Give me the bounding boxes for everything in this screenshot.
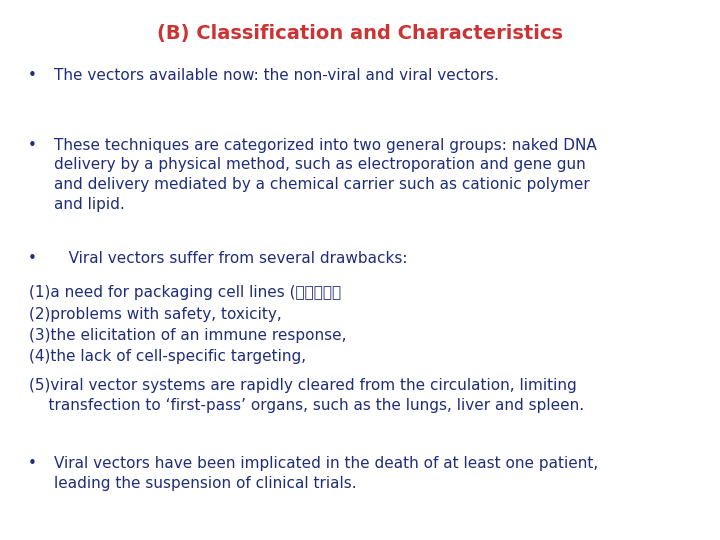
Text: (1)a need for packaging cell lines (细胞系），: (1)a need for packaging cell lines (细胞系）… bbox=[29, 285, 341, 300]
Text: (4)the lack of cell-specific targeting,: (4)the lack of cell-specific targeting, bbox=[29, 349, 306, 364]
Text: The vectors available now: the non-viral and viral vectors.: The vectors available now: the non-viral… bbox=[54, 68, 499, 83]
Text: (5)viral vector systems are rapidly cleared from the circulation, limiting
    t: (5)viral vector systems are rapidly clea… bbox=[29, 378, 584, 413]
Text: •: • bbox=[28, 138, 37, 153]
Text: •: • bbox=[28, 251, 37, 266]
Text: Viral vectors suffer from several drawbacks:: Viral vectors suffer from several drawba… bbox=[54, 251, 408, 266]
Text: •: • bbox=[28, 456, 37, 471]
Text: (2)problems with safety, toxicity,: (2)problems with safety, toxicity, bbox=[29, 307, 282, 322]
Text: Viral vectors have been implicated in the death of at least one patient,
leading: Viral vectors have been implicated in th… bbox=[54, 456, 598, 491]
Text: (3)the elicitation of an immune response,: (3)the elicitation of an immune response… bbox=[29, 328, 346, 343]
Text: These techniques are categorized into two general groups: naked DNA
delivery by : These techniques are categorized into tw… bbox=[54, 138, 597, 212]
Text: •: • bbox=[28, 68, 37, 83]
Text: (B) Classification and Characteristics: (B) Classification and Characteristics bbox=[157, 24, 563, 43]
